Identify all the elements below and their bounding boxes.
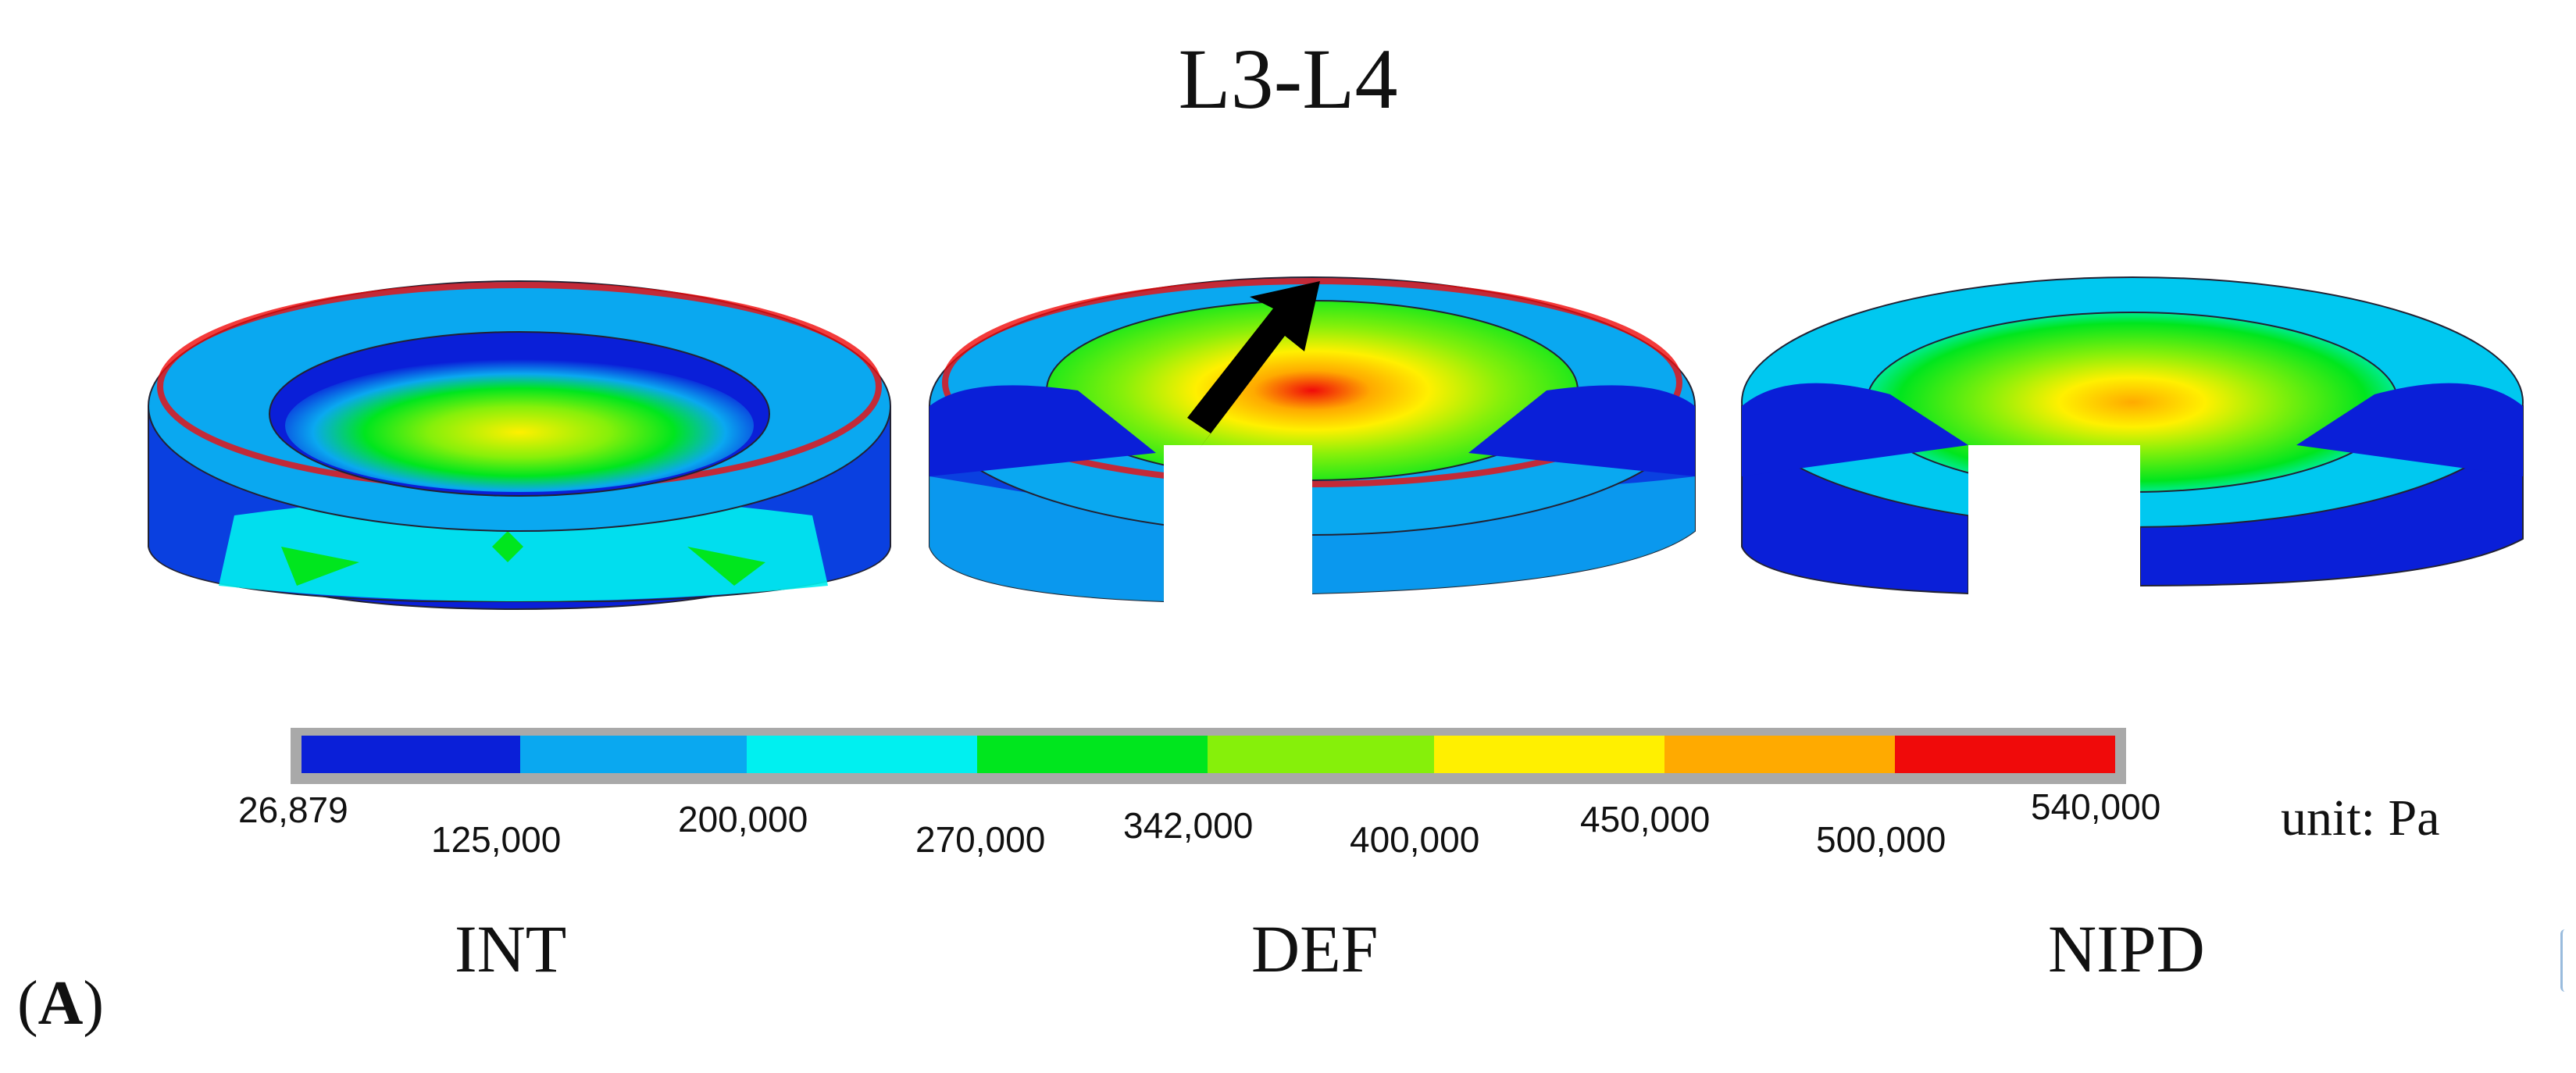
colorbar-tick-4: 270,000 xyxy=(915,819,1046,860)
colorbar-segment-4 xyxy=(977,736,1208,773)
panel-label-close: ) xyxy=(83,969,105,1038)
colorbar-tick-2: 125,000 xyxy=(431,819,562,860)
model-label-def: DEF xyxy=(1251,911,1379,986)
panel-label-letter: A xyxy=(37,969,84,1038)
int-disc-model xyxy=(148,280,891,611)
colorbar-segment-6 xyxy=(1434,736,1664,773)
colorbar-tick-8: 500,000 xyxy=(1816,819,1946,860)
panel-label: (A) xyxy=(17,968,104,1039)
colorbar-segment-5 xyxy=(1208,736,1434,773)
def-disc-model xyxy=(929,276,1696,625)
colorbar-tick-5: 342,000 xyxy=(1123,805,1254,846)
panel-label-open: ( xyxy=(17,969,38,1038)
colorbar-segment-3 xyxy=(747,736,977,773)
unit-label: unit: Pa xyxy=(2281,790,2440,847)
colorbar-segment-2 xyxy=(520,736,747,773)
model-label-int: INT xyxy=(455,911,567,986)
colorbar-tick-9: 540,000 xyxy=(2031,786,2161,827)
colorbar-segment-1 xyxy=(301,736,520,773)
colorbar xyxy=(291,728,2126,784)
model-label-nipd: NIPD xyxy=(2048,911,2205,986)
colorbar-tick-1: 26,879 xyxy=(238,790,348,830)
edge-bracket-mark xyxy=(2560,929,2576,992)
colorbar-tick-3: 200,000 xyxy=(678,799,808,840)
colorbar-segment-8 xyxy=(1895,736,2115,773)
nipd-disc-model xyxy=(1741,276,2524,625)
figure-title: L3-L4 xyxy=(1178,31,1398,127)
colorbar-tick-6: 400,000 xyxy=(1350,819,1480,860)
colorbar-tick-7: 450,000 xyxy=(1580,799,1711,840)
colorbar-segment-7 xyxy=(1664,736,1895,773)
